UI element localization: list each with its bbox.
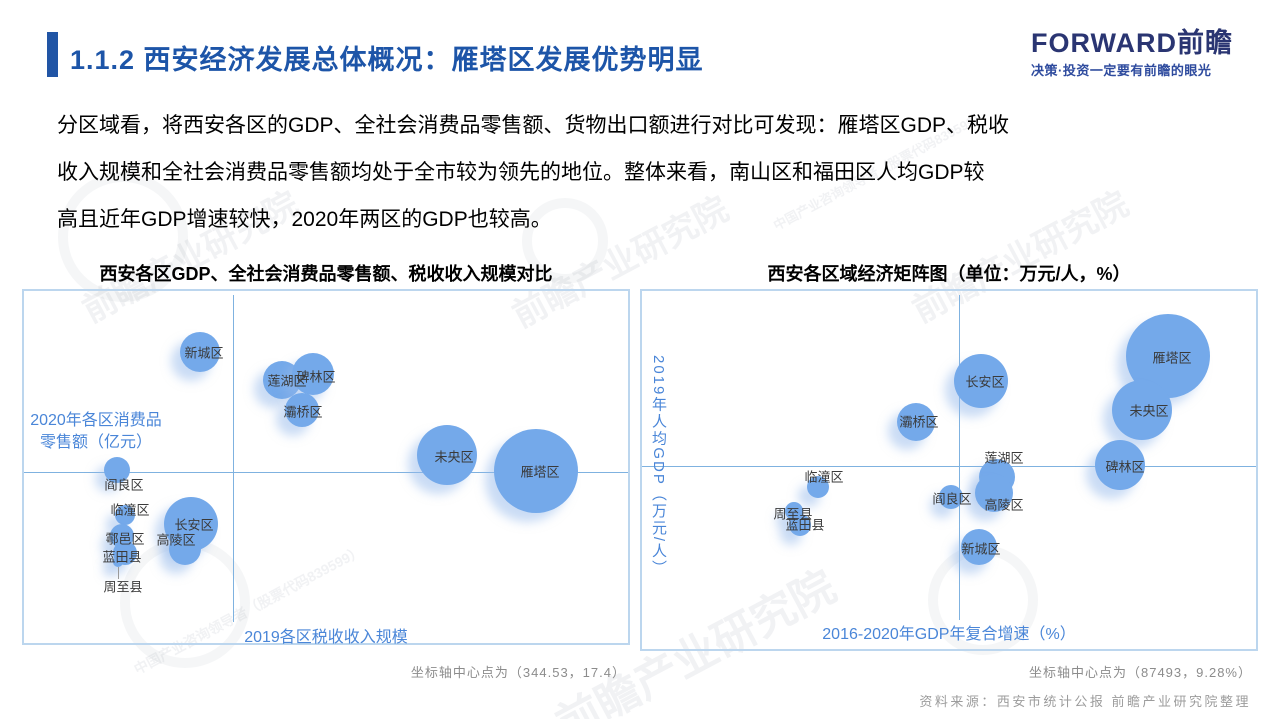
quadrant-vertical-line bbox=[233, 295, 234, 622]
bubble-碑林区 bbox=[1095, 440, 1145, 490]
right-chart-center-note: 坐标轴中心点为（87493，9.28%） bbox=[1028, 665, 1252, 680]
right-chart-title: 西安各区域经济矩阵图（单位：万元/人，%） bbox=[767, 264, 1131, 284]
page-title: 1.1.2 西安经济发展总体概况：雁塔区发展优势明显 bbox=[70, 45, 704, 75]
bubble-label-新城区: 新城区 bbox=[961, 541, 1001, 557]
bubble-灞桥区 bbox=[285, 393, 319, 427]
paragraph-line: 分区域看，将西安各区的GDP、全社会消费品零售额、货物出口额进行对比可发现：雁塔… bbox=[57, 114, 1010, 137]
bubble-label-阎良区: 阎良区 bbox=[104, 477, 144, 493]
right-bubble-chart: 雁塔区长安区灞桥区 未央区碑林区 莲湖区临潼区周至县 蓝田县 阎良区 高陵区新城区 bbox=[640, 289, 1258, 651]
bubble-label-长安区: 长安区 bbox=[174, 517, 214, 533]
quadrant-horizontal-line bbox=[24, 472, 628, 473]
bubble-label-莲湖区: 莲湖区 bbox=[984, 450, 1024, 466]
paragraph-line: 高且近年GDP增速较快，2020年两区的GDP也较高。 bbox=[57, 208, 552, 231]
quadrant-vertical-line bbox=[959, 295, 960, 620]
bubble-label-新城区: 新城区 bbox=[184, 345, 224, 361]
bubble-未央区 bbox=[417, 425, 477, 485]
paragraph-line: 收入规模和全社会消费品零售额均处于全市较为领先的地位。整体来看，南山区和福田区人… bbox=[57, 161, 985, 184]
bubble-临潼区 bbox=[115, 505, 135, 525]
quadrant-horizontal-line bbox=[642, 466, 1256, 467]
bubble-label-鄠邑区: 鄠邑区 bbox=[105, 531, 145, 547]
bubble-高陵区 bbox=[975, 474, 1013, 512]
bubble-label-碑林区: 碑林区 bbox=[296, 369, 336, 385]
bubble-雁塔区 bbox=[494, 429, 578, 513]
left-bubble-chart: 新城区莲湖区 碑林区灞桥区未央区雁塔区阎良区临潼区长安区 高陵区 鄠邑区蓝田县周至县 bbox=[22, 289, 630, 645]
bubble-蓝田县 bbox=[789, 514, 811, 536]
data-source-note: 资料来源：西安市统计公报 前瞻产业研究院整理 bbox=[919, 694, 1251, 709]
bubble-临潼区 bbox=[807, 476, 829, 498]
bubble-label-临潼区: 临潼区 bbox=[804, 469, 844, 485]
body-paragraph: 分区域看，将西安各区的GDP、全社会消费品零售额、货物出口额进行对比可发现：雁塔… bbox=[57, 106, 1232, 247]
bubble-label-未央区: 未央区 bbox=[434, 449, 474, 465]
label-leader-line bbox=[118, 567, 119, 579]
bubble-label-阎良区: 阎良区 bbox=[932, 491, 972, 507]
bubble-label-高陵区: 高陵区 bbox=[156, 532, 196, 548]
left-chart-title: 西安各区GDP、全社会消费品零售额、税收收入规模对比 bbox=[99, 264, 553, 284]
right-chart-y-axis-label: 2019年人均GDP（万元/人） bbox=[650, 355, 667, 578]
bubble-label-莲湖区: 莲湖区 bbox=[267, 373, 307, 389]
bubble-阎良区 bbox=[104, 457, 130, 483]
bubble-未央区 bbox=[1112, 380, 1172, 440]
bubble-新城区 bbox=[180, 332, 220, 372]
bubble-新城区 bbox=[961, 529, 997, 565]
bubble-周至县 bbox=[113, 557, 123, 567]
bubble-label-雁塔区: 雁塔区 bbox=[520, 464, 560, 480]
bubble-label-灞桥区: 灞桥区 bbox=[899, 414, 939, 430]
bubble-label-未央区: 未央区 bbox=[1129, 403, 1169, 419]
bubble-阎良区 bbox=[939, 485, 963, 509]
bubble-label-蓝田县: 蓝田县 bbox=[785, 517, 825, 533]
left-chart-x-axis-label: 2019各区税收收入规模 bbox=[244, 629, 408, 646]
left-chart-center-note: 坐标轴中心点为（344.53，17.4） bbox=[410, 665, 626, 680]
bubble-label-高陵区: 高陵区 bbox=[984, 497, 1024, 513]
logo-tagline: 决策·投资一定要有前瞻的眼光 bbox=[1031, 63, 1212, 78]
right-chart-x-axis-label: 2016-2020年GDP年复合增速（%） bbox=[822, 626, 1076, 643]
bubble-label-周至县: 周至县 bbox=[103, 579, 143, 595]
bubble-碑林区 bbox=[292, 353, 334, 395]
bubble-label-雁塔区: 雁塔区 bbox=[1152, 350, 1192, 366]
title-accent-bar bbox=[47, 32, 58, 77]
bubble-label-长安区: 长安区 bbox=[965, 374, 1005, 390]
bubble-label-灞桥区: 灞桥区 bbox=[283, 404, 323, 420]
company-logo: FORWARD前瞻 决策·投资一定要有前瞻的眼光 bbox=[1031, 28, 1233, 79]
left-chart-y-axis-label: 2020年各区消费品零售额（亿元） bbox=[30, 412, 162, 451]
bubble-label-周至县: 周至县 bbox=[773, 506, 813, 522]
bubble-label-碑林区: 碑林区 bbox=[1105, 459, 1145, 475]
bubble-高陵区 bbox=[169, 533, 201, 565]
bubble-长安区 bbox=[954, 354, 1008, 408]
logo-wordmark: FORWARD前瞻 bbox=[1031, 28, 1233, 58]
bubble-label-蓝田县: 蓝田县 bbox=[102, 549, 142, 565]
bubble-label-临潼区: 临潼区 bbox=[110, 502, 150, 518]
bubble-灞桥区 bbox=[897, 403, 935, 441]
